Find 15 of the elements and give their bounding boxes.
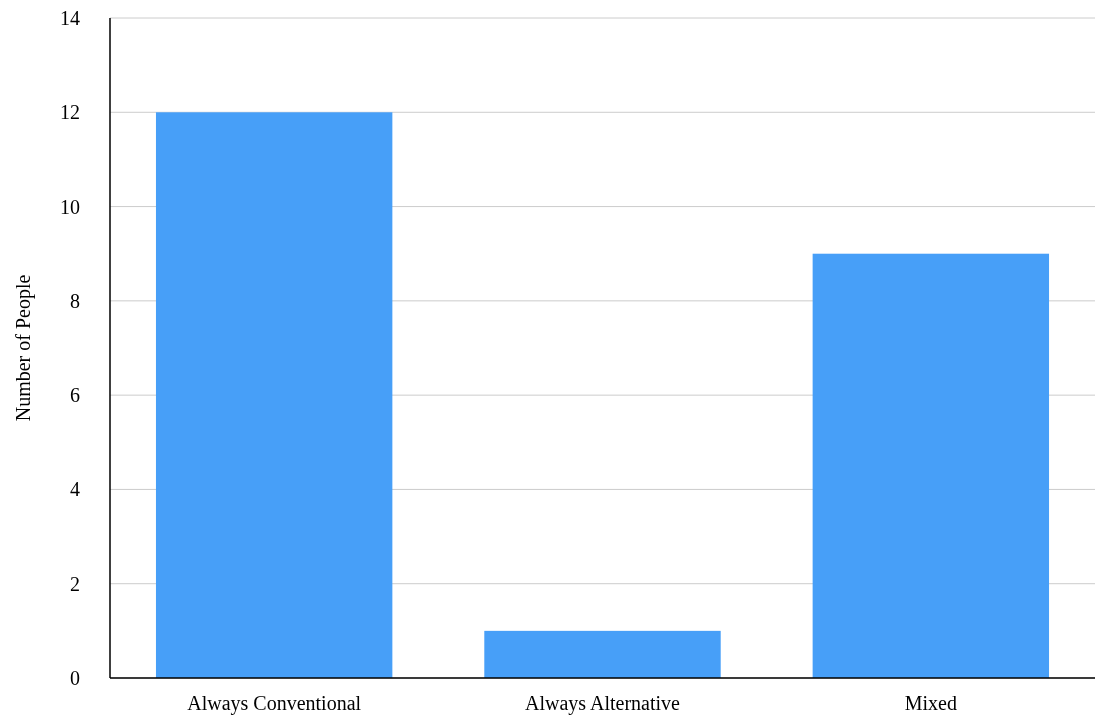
y-tick-label: 12	[60, 101, 80, 124]
y-axis-title: Number of People	[12, 274, 35, 422]
x-tick-label: Always Alternative	[525, 692, 681, 715]
bar	[812, 253, 1050, 678]
y-tick-label: 0	[70, 667, 80, 689]
x-tick-label: Always Conventional	[187, 692, 362, 715]
bar	[484, 630, 721, 678]
y-tick-label: 10	[60, 195, 80, 218]
bar	[155, 112, 393, 678]
y-tick-label: 6	[70, 384, 80, 407]
y-tick-label: 2	[70, 572, 80, 595]
y-tick-label: 4	[70, 478, 80, 501]
y-tick-label: 14	[60, 7, 80, 29]
y-tick-label: 8	[70, 289, 80, 312]
x-tick-label: Mixed	[904, 692, 957, 714]
